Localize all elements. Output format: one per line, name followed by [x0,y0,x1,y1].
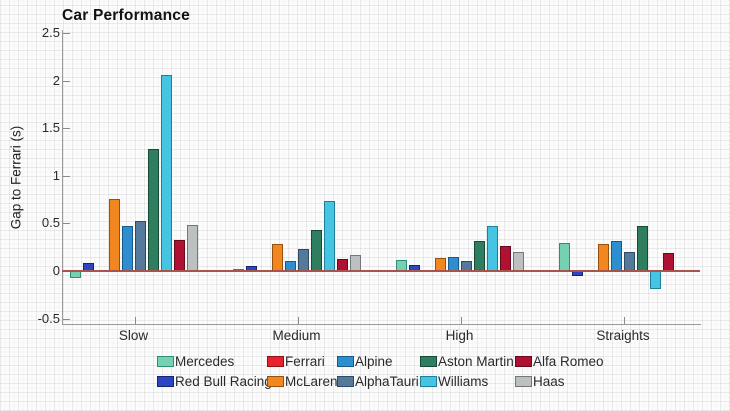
legend-label: AlphaTauri [355,373,419,389]
y-tick-label: 2.5 [41,25,60,40]
bar-alphatauri-slow [134,221,146,271]
bar-alphatauri-medium [297,249,309,271]
legend-item-aston-martin: Aston Martin [420,354,515,369]
legend: Mercedes Ferrari Alpine Aston Martin Alfa Ro… [157,351,605,391]
legend-swatch-icon [420,375,437,387]
bar-mercedes-straights [559,243,570,271]
legend-swatch-icon [267,375,284,387]
x-tick-mark [297,317,299,324]
x-tick-mark [134,317,136,324]
legend-label: McLaren [285,373,338,389]
legend-label: Haas [533,373,565,389]
legend-swatch-icon [157,375,174,387]
chart-title: Car Performance [62,7,190,24]
legend-item-red-bull-racing: Red Bull Racing [157,374,272,389]
bar-alpine-high [447,256,459,271]
y-tick-mark [63,223,70,225]
legend-label: Aston Martin [438,353,514,369]
bar-aston-martin-high [473,241,485,271]
legend-swatch-icon [267,355,284,367]
y-tick-label: 2 [52,72,60,88]
y-tick-label: 0 [52,263,60,278]
bar-alfa-romeo-high [499,246,511,271]
legend-label: Alpine [355,353,393,369]
legend-item-mclaren: McLaren [267,373,338,389]
bar-alpine-straights [611,240,622,271]
y-tick-mark [63,33,70,34]
x-tick-mark [624,317,625,324]
legend-swatch-icon [515,355,532,367]
x-category-label: Medium [272,328,321,343]
y-tick-label: 1 [52,167,60,183]
bar-haas-slow [186,225,198,271]
bar-alphatauri-straights [624,251,635,271]
legend-item-ferrari: Ferrari [267,354,337,369]
legend-swatch-icon [337,375,354,387]
legend-label: Mercedes [175,353,235,369]
y-tick-label: 0.5 [41,215,60,231]
y-tick-mark [63,175,70,177]
legend-swatch-icon [337,355,354,367]
bar-alfa-romeo-slow [173,239,185,271]
legend-swatch-icon [515,375,532,387]
legend-item-alfa-romeo: Alfa Romeo [515,354,605,369]
legend-swatch-icon [157,355,174,367]
x-category-label: High [445,328,474,343]
bar-aston-martin-medium [310,230,322,271]
legend-swatch-icon [420,355,437,367]
bar-mclaren-high [434,257,446,271]
legend-item-haas: Haas [515,374,605,389]
bar-haas-high [512,251,524,271]
bar-williams-medium [323,200,335,271]
x-category-label: Straights [596,328,650,343]
legend-item-mercedes: Mercedes [157,354,267,369]
y-tick-label: -0.5 [37,310,60,326]
bar-haas-medium [349,254,361,271]
legend-label: Williams [438,373,489,389]
bar-mclaren-medium [271,244,283,271]
bar-alfa-romeo-straights [663,252,674,271]
x-tick-mark [460,317,462,324]
bar-aston-martin-slow [147,149,159,271]
bar-mclaren-straights [598,244,609,271]
bar-williams-straights [650,271,661,290]
y-tick-mark [63,80,70,82]
legend-label: Ferrari [285,353,325,369]
zero-baseline [62,270,700,272]
y-tick-mark [63,318,70,320]
bar-alpine-slow [121,226,133,271]
y-tick-mark [63,128,70,130]
y-tick-label: 1.5 [41,120,60,136]
legend-item-alphatauri: AlphaTauri [337,374,420,389]
legend-label: Alfa Romeo [533,353,604,369]
x-category-label: Slow [118,328,149,343]
bar-aston-martin-straights [637,226,648,271]
bar-mclaren-slow [108,198,120,271]
legend-label: Red Bull Racing [175,373,272,389]
legend-item-williams: Williams [420,374,515,389]
bar-williams-slow [160,74,172,271]
bar-williams-high [486,226,498,271]
legend-row: Red Bull Racing McLaren AlphaTauri Williams… [157,371,605,391]
legend-row: Mercedes Ferrari Alpine Aston Martin Alfa Ro… [157,351,605,371]
legend-item-alpine: Alpine [337,354,420,369]
